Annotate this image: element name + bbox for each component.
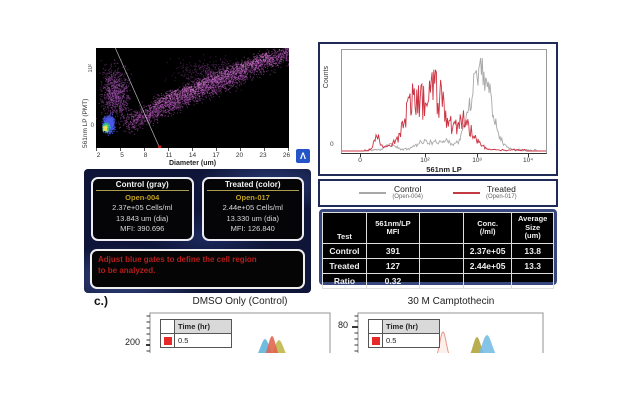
- legend-entry-row: 0.5: [161, 333, 231, 347]
- treated-sample-box: Treated (color) Open-017 2.44e+05 Cells/…: [201, 177, 304, 241]
- legend-treated-sub: (Open-017): [486, 194, 517, 200]
- mini-right-y-tick: 80: [337, 320, 348, 330]
- treated-diameter: 13.330 um (dia): [226, 213, 280, 223]
- histogram-x-axis-label: 561nm LP: [426, 165, 462, 174]
- time-header: Time (hr): [175, 320, 231, 333]
- treated-sample-id: Open-017: [235, 193, 270, 202]
- control-diameter: 13.843 um (dia): [115, 213, 169, 223]
- histogram-legend: Control (Open-004) Treated (Open-017): [318, 179, 558, 207]
- histogram-traces: [342, 57, 546, 152]
- table-row: Ratio 0.32: [322, 273, 554, 289]
- legend-control-label: Control: [393, 184, 422, 194]
- histogram-x-tick-1e2: 10²: [420, 157, 430, 164]
- time-0.5-swatch: [371, 336, 380, 345]
- scatter-y-tick-zero: 0: [90, 123, 94, 129]
- control-sample-id: Open-004: [125, 193, 160, 202]
- col-header-test: Test: [322, 212, 367, 244]
- control-sample-box: Control (gray) Open-004 2.37e+05 Cells/m…: [91, 177, 194, 241]
- histogram-x-tick-0: 0: [358, 157, 362, 164]
- control-box-title: Control (gray): [96, 179, 189, 191]
- time-0.5-swatch: [163, 336, 172, 345]
- table-row: Treated 127 2.44e+05 13.3: [322, 258, 554, 274]
- fluorescence-histogram: Counts 0 0 10² 10³ 10⁴ 561nm LP: [318, 42, 558, 176]
- histogram-x-tick-1e4: 10⁴: [522, 157, 534, 164]
- gate-warning-box: Adjust blue gates to define the cell reg…: [90, 249, 305, 289]
- histogram-x-tickmark: [425, 154, 426, 157]
- mini-chart-right-title: 30 M Camptothecin: [407, 296, 495, 307]
- scatter-y-axis-label: 561nm LP (PMT): [82, 98, 89, 148]
- legend-entry-row: 0.5: [369, 333, 439, 347]
- scatter-y-tick-high: 10²: [88, 64, 94, 73]
- treated-mfi: MFI: 126.840: [230, 224, 275, 233]
- histogram-x-tickmark: [528, 154, 529, 157]
- treated-box-title: Treated (color): [206, 179, 299, 191]
- legend-header-row: Time (hr): [369, 320, 439, 333]
- legend-item-control: Control (Open-004): [359, 185, 423, 201]
- panel-c-label: c.): [94, 294, 109, 308]
- histogram-x-tick-1e3: 10³: [472, 157, 482, 164]
- treated-concentration: 2.44e+05 Cells/ml: [222, 203, 283, 212]
- mini-left-y-tick: 200: [124, 337, 140, 347]
- mini-chart-right: [352, 312, 544, 353]
- time-header: Time (hr): [383, 320, 439, 333]
- sample-info-panel: Control (gray) Open-004 2.37e+05 Cells/m…: [84, 169, 311, 293]
- gate-warning-line1: Adjust blue gates to define the cell reg…: [98, 255, 257, 264]
- histogram-y-axis-label: Counts: [323, 66, 330, 89]
- mini-chart-left: [146, 312, 331, 353]
- legend-header-row: Time (hr): [161, 320, 231, 333]
- scatter-x-tickmarks: [96, 148, 289, 151]
- time-0.5-label: 0.5: [386, 336, 397, 345]
- results-table-wrapper: Test 561nm/LP MFI Conc. (/ml) Average Si…: [319, 209, 557, 289]
- histogram-plot-area: [341, 49, 547, 154]
- histogram-x-tickmark: [477, 154, 478, 157]
- mini-left-legend: Time (hr) 0.5: [160, 319, 232, 348]
- control-line-swatch: [359, 192, 387, 194]
- time-0.5-label: 0.5: [178, 336, 189, 345]
- col-header-mfi: 561nm/LP MFI: [365, 212, 421, 244]
- scatter-x-ticklabels: 2 5 8 11 14 17 20 23 26: [96, 152, 291, 159]
- scatter-chart: 561nm LP (PMT) 10² 0 2 5 8 11 14 17 20 2…: [82, 28, 311, 169]
- col-header-conc: Conc. (/ml): [462, 212, 513, 244]
- mini-chart-left-title: DMSO Only (Control): [192, 296, 288, 307]
- app-logo-icon[interactable]: Λ: [296, 149, 310, 163]
- mini-right-legend: Time (hr) 0.5: [368, 319, 440, 348]
- control-mfi: MFI: 390.696: [120, 224, 165, 233]
- control-concentration: 2.37e+05 Cells/ml: [112, 203, 173, 212]
- scatter-density-cloud: [96, 48, 289, 148]
- legend-control-sub: (Open-004): [392, 194, 423, 200]
- legend-item-treated: Treated (Open-017): [453, 185, 517, 201]
- results-table: Test 561nm/LP MFI Conc. (/ml) Average Si…: [322, 212, 554, 289]
- col-header-blank: [419, 212, 464, 244]
- histogram-y-tick-zero: 0: [330, 141, 334, 148]
- scatter-x-axis-label: Diameter (um): [168, 160, 217, 167]
- sample-boxes-row: Control (gray) Open-004 2.37e+05 Cells/m…: [91, 177, 304, 241]
- histogram-x-tickmark: [360, 154, 361, 157]
- table-row: Control 391 2.37e+05 13.8: [322, 243, 554, 259]
- scatter-plot-area: [96, 48, 289, 148]
- gate-warning-line2: to be analyzed.: [98, 266, 156, 275]
- legend-treated-label: Treated: [486, 184, 516, 194]
- col-header-size: Average Size (um): [511, 212, 554, 244]
- treated-line-swatch: [453, 192, 480, 194]
- table-header-row: Test 561nm/LP MFI Conc. (/ml) Average Si…: [322, 212, 554, 244]
